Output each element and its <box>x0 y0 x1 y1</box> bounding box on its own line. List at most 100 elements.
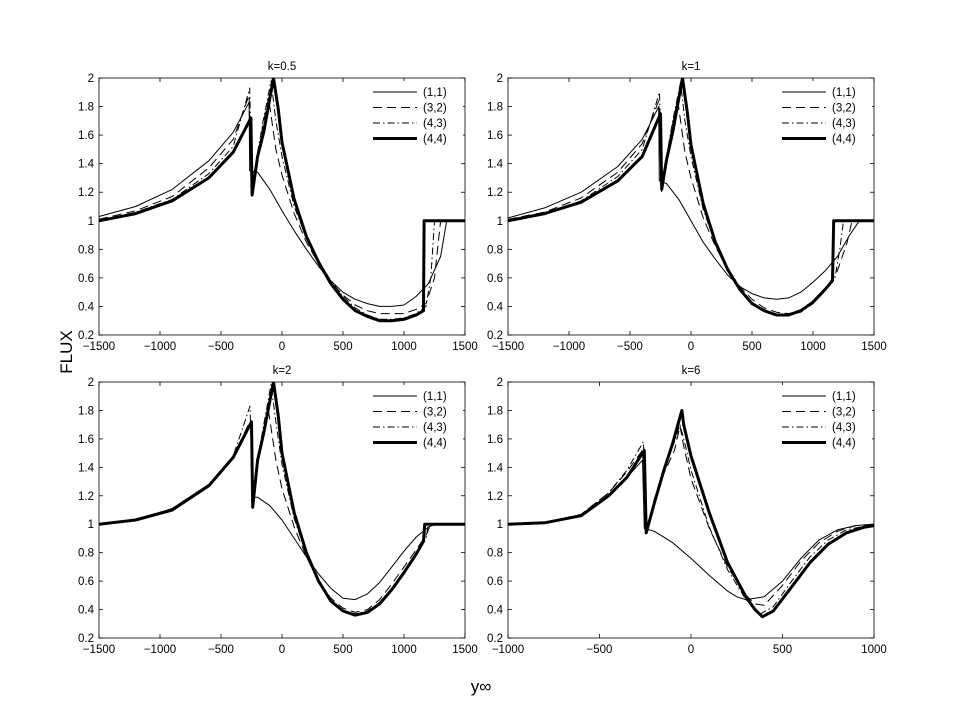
legend-label: (4,4) <box>832 438 856 450</box>
x-tick-label: −1000 <box>553 341 585 353</box>
x-tick-label: −500 <box>208 341 234 353</box>
y-tick-label: 1.4 <box>487 159 504 171</box>
panels: −1500 −1000 −500 0 500 1000 15000.20.40.60.811… <box>78 61 887 656</box>
legend: (1,1) (3,2) (4,3) (4,4) <box>367 81 463 147</box>
legend-label: (3,2) <box>832 103 856 115</box>
legend-label: (1,1) <box>423 87 447 99</box>
x-tick-label: 0 <box>279 644 285 656</box>
x-tick-label: 1500 <box>861 341 887 353</box>
series-line <box>508 78 874 317</box>
y-tick-label: 1.8 <box>487 405 503 417</box>
legend-label: (4,3) <box>423 422 447 434</box>
y-tick-label: 1 <box>497 519 503 531</box>
legend-label: (4,4) <box>832 134 856 146</box>
chart-panel: −1500 −1000 −500 0 500 1000 1500 0.2 0.4 0.6 0.8 1 1… <box>78 365 478 656</box>
legend-label: (3,2) <box>832 407 856 419</box>
y-tick-label: 0.2 <box>78 633 94 645</box>
y-axis-label: FLUX <box>57 330 76 373</box>
x-tick-label: 1500 <box>452 341 478 353</box>
legend-label: (4,3) <box>832 422 856 434</box>
y-tick-label: 0.6 <box>78 273 94 285</box>
y-tick-label: 0.4 <box>487 605 504 617</box>
series-line <box>99 94 465 315</box>
y-tick-label: 2 <box>497 73 503 85</box>
y-tick-label: 0.4 <box>487 301 504 313</box>
x-tick-label: 500 <box>333 341 352 353</box>
y-tick-label: 2 <box>88 377 94 389</box>
x-tick-label: −1000 <box>144 644 176 656</box>
x-tick-label: 1000 <box>391 341 417 353</box>
y-tick-label: 0.2 <box>78 330 94 342</box>
y-tick-label: 0.2 <box>487 633 503 645</box>
y-tick-label: 1 <box>88 519 94 531</box>
legend: (1,1) (3,2) (4,3) (4,4) <box>776 81 872 147</box>
plot-area <box>508 408 874 619</box>
y-tick-label: 1 <box>88 216 94 228</box>
y-tick-label: 0.4 <box>78 605 95 617</box>
x-tick-label: −1500 <box>492 341 524 353</box>
y-tick-label: 1.6 <box>487 434 503 446</box>
x-tick-label: −500 <box>617 341 643 353</box>
series-line <box>99 101 465 307</box>
legend-label: (4,4) <box>423 134 447 146</box>
y-tick-label: 0.8 <box>78 548 94 560</box>
y-tick-label: 0.8 <box>78 244 94 256</box>
y-tick-label: 1.2 <box>78 491 94 503</box>
x-tick-label: −500 <box>587 644 613 656</box>
series-line <box>508 408 874 619</box>
series-line <box>508 425 874 606</box>
x-tick-label: −1500 <box>83 341 115 353</box>
x-tick-label: 1500 <box>452 644 478 656</box>
x-tick-label: 1000 <box>800 341 826 353</box>
x-tick-label: 500 <box>742 341 761 353</box>
y-tick-label: 0.4 <box>78 301 95 313</box>
y-tick-label: 1.8 <box>78 102 94 114</box>
chart-title: k=1 <box>682 61 701 73</box>
x-tick-label: −500 <box>208 644 234 656</box>
y-tick-label: 2 <box>497 377 503 389</box>
chart-panel: −1000 −500 0 500 1000 0.2 0.4 0.6 0.8 1 1.2 1.4 1.6 1… <box>487 365 887 656</box>
y-tick-label: 1.4 <box>78 159 95 171</box>
y-tick-label: 2 <box>88 73 94 85</box>
plot-area <box>99 382 465 617</box>
y-tick-label: 1.2 <box>78 187 94 199</box>
x-tick-label: 0 <box>279 341 285 353</box>
legend-label: (1,1) <box>832 391 856 403</box>
y-tick-label: 1.8 <box>487 102 503 114</box>
x-tick-label: −1000 <box>492 644 524 656</box>
y-tick-label: 0.6 <box>487 273 503 285</box>
series-line <box>99 382 465 617</box>
legend: (1,1) (3,2) (4,3) (4,4) <box>367 385 463 451</box>
legend-label: (4,3) <box>423 118 447 130</box>
x-axis-label: y∞ <box>471 677 492 696</box>
legend-label: (4,3) <box>832 118 856 130</box>
chart-panel: −1500 −1000 −500 0 500 1000 1500 0.2 0.4 0.6 0.8 1 1… <box>487 61 887 353</box>
y-tick-label: 1.2 <box>487 491 503 503</box>
y-tick-label: 1 <box>497 216 503 228</box>
x-tick-label: 500 <box>773 644 792 656</box>
y-tick-label: 1.2 <box>487 187 503 199</box>
chart-panel: −1500 −1000 −500 0 500 1000 1500 0.2 0.4 0.6 0.8 1 1… <box>78 61 478 353</box>
y-tick-label: 0.2 <box>487 330 503 342</box>
legend-label: (3,2) <box>423 103 447 115</box>
legend-label: (4,4) <box>423 438 447 450</box>
series-line <box>508 424 874 615</box>
plot-area <box>99 78 465 323</box>
x-tick-label: −1000 <box>144 341 176 353</box>
plot-area <box>508 78 874 317</box>
y-tick-label: 1.4 <box>78 462 95 474</box>
x-tick-label: 500 <box>333 644 352 656</box>
y-tick-label: 0.6 <box>487 576 503 588</box>
legend: (1,1) (3,2) (4,3) (4,4) <box>776 385 872 451</box>
chart-title: k=0.5 <box>268 61 296 73</box>
y-tick-label: 1.8 <box>78 405 94 417</box>
x-tick-label: 1000 <box>861 644 887 656</box>
x-tick-label: 0 <box>688 644 694 656</box>
legend-label: (1,1) <box>832 87 856 99</box>
series-line <box>99 407 465 613</box>
y-tick-label: 1.6 <box>78 434 94 446</box>
legend-label: (3,2) <box>423 407 447 419</box>
series-line <box>508 106 874 300</box>
chart-title: k=2 <box>273 365 292 377</box>
